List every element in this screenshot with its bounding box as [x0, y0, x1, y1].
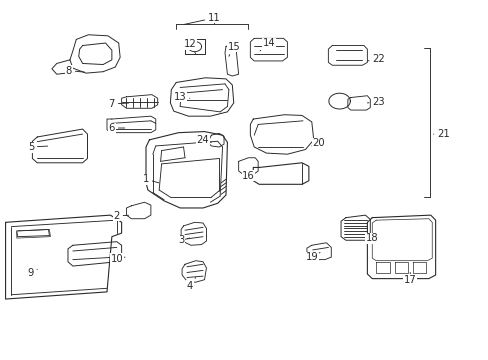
Text: 20: 20 [311, 139, 324, 148]
Text: 24: 24 [196, 135, 211, 145]
Text: 9: 9 [28, 268, 37, 278]
Text: 15: 15 [227, 42, 240, 56]
Text: 16: 16 [242, 171, 254, 181]
Text: 7: 7 [108, 99, 128, 109]
Text: 17: 17 [403, 273, 416, 285]
Text: 12: 12 [183, 40, 196, 54]
Text: 6: 6 [108, 123, 124, 133]
Text: 2: 2 [113, 211, 128, 221]
Text: 23: 23 [366, 97, 384, 107]
Text: 1: 1 [142, 174, 159, 184]
Text: 14: 14 [260, 38, 275, 51]
Text: 19: 19 [305, 252, 320, 262]
Text: 22: 22 [366, 54, 384, 64]
Text: 21: 21 [433, 129, 449, 139]
Text: 8: 8 [66, 66, 84, 76]
Text: 11: 11 [183, 13, 220, 24]
Text: 5: 5 [28, 142, 47, 152]
Text: 13: 13 [173, 92, 189, 102]
Text: 3: 3 [178, 235, 189, 245]
Text: 18: 18 [365, 233, 378, 243]
Text: 10: 10 [110, 254, 125, 264]
Text: 4: 4 [186, 278, 195, 291]
